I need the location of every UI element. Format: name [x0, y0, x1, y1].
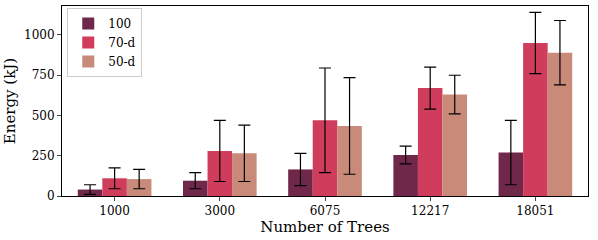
svg-text:12217: 12217 — [411, 204, 449, 218]
svg-text:0: 0 — [47, 189, 55, 203]
svg-text:250: 250 — [32, 149, 55, 163]
svg-text:750: 750 — [32, 68, 55, 82]
svg-text:1000: 1000 — [24, 28, 55, 42]
svg-text:3000: 3000 — [205, 204, 236, 218]
svg-text:1000: 1000 — [99, 204, 130, 218]
svg-text:500: 500 — [32, 109, 55, 123]
svg-text:6075: 6075 — [310, 204, 341, 218]
svg-text:50-d: 50-d — [108, 55, 135, 69]
svg-text:100: 100 — [108, 17, 131, 31]
svg-text:Energy (kJ): Energy (kJ) — [1, 58, 19, 144]
svg-text:18051: 18051 — [516, 204, 554, 218]
svg-text:Number of Trees: Number of Trees — [260, 218, 389, 236]
svg-text:70-d: 70-d — [108, 36, 135, 50]
